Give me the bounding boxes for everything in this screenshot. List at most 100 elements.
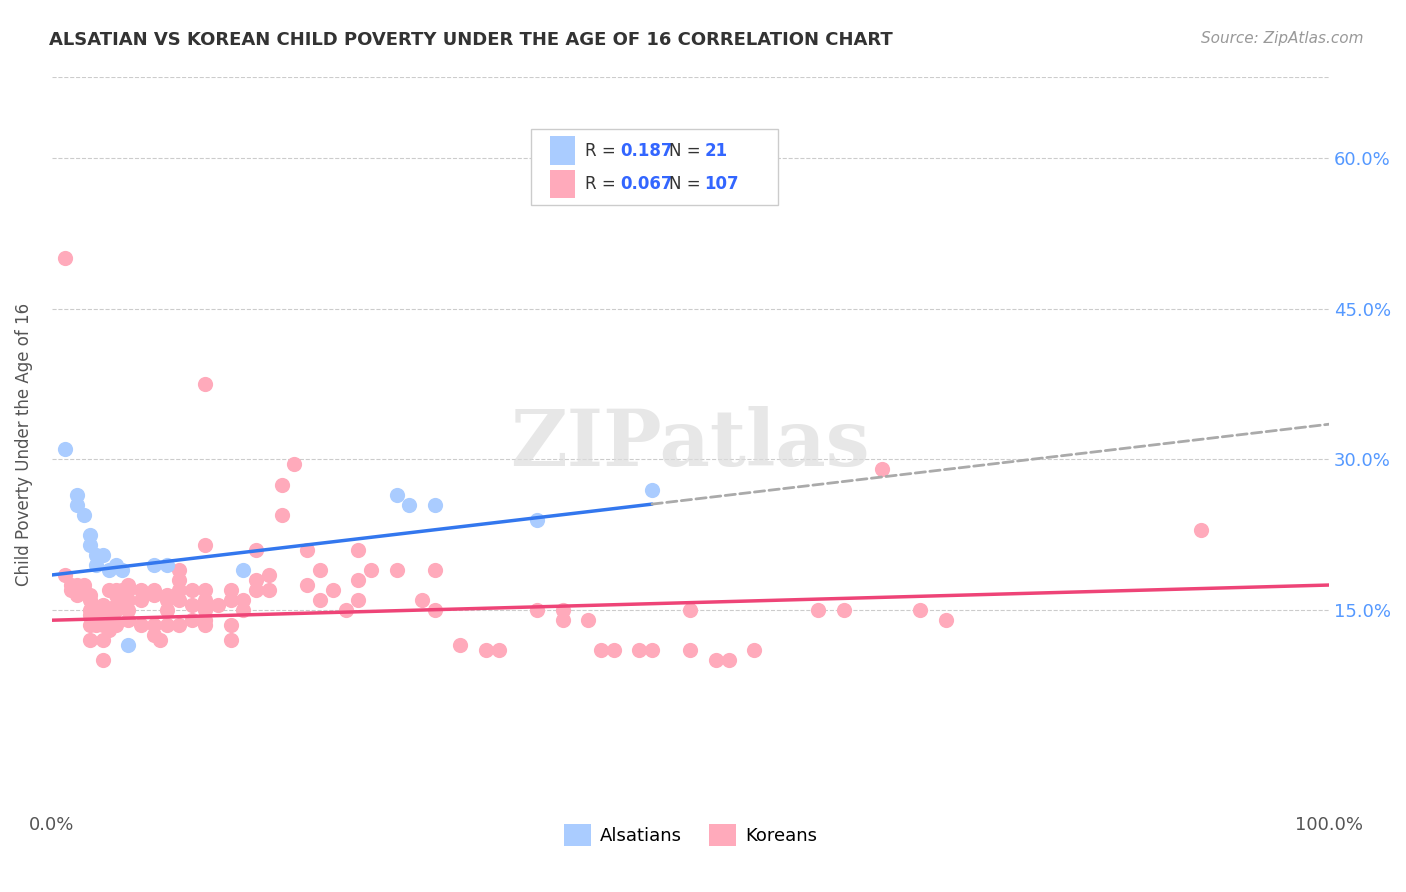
Point [589, 643, 612, 657]
Text: 107: 107 [704, 175, 740, 193]
Point [423, 603, 446, 617]
Point [360, 563, 382, 577]
Point [66, 498, 89, 512]
Text: Source: ZipAtlas.com: Source: ZipAtlas.com [1201, 31, 1364, 46]
Point [232, 593, 254, 607]
Point [832, 603, 855, 617]
Point [475, 643, 498, 657]
Point [219, 633, 242, 648]
Point [603, 643, 626, 657]
Point [66, 487, 89, 501]
Point [411, 593, 433, 607]
Point [86, 608, 108, 623]
Point [245, 583, 267, 598]
Point [86, 548, 108, 562]
Point [169, 593, 191, 607]
Point [551, 603, 574, 617]
Point [79, 633, 101, 648]
Point [59, 583, 82, 598]
Point [91, 548, 114, 562]
Point [245, 542, 267, 557]
Point [295, 542, 318, 557]
Point [423, 498, 446, 512]
Point [59, 578, 82, 592]
Point [704, 653, 727, 667]
Point [283, 458, 305, 472]
Point [488, 643, 510, 657]
Point [156, 558, 179, 572]
Point [117, 613, 139, 627]
Point [194, 593, 217, 607]
Point [309, 593, 332, 607]
Point [98, 563, 121, 577]
Text: N =: N = [669, 175, 706, 193]
Point [309, 563, 332, 577]
Point [91, 598, 114, 612]
Point [526, 603, 548, 617]
Point [628, 643, 651, 657]
Point [156, 588, 179, 602]
Point [335, 603, 357, 617]
Point [79, 593, 101, 607]
Legend: Alsatians, Koreans: Alsatians, Koreans [557, 817, 824, 854]
Point [169, 563, 191, 577]
Point [245, 573, 267, 587]
Point [53, 442, 76, 457]
Point [551, 613, 574, 627]
Point [181, 583, 204, 598]
Point [935, 613, 957, 627]
Point [53, 568, 76, 582]
Point [79, 608, 101, 623]
Point [807, 603, 830, 617]
Point [385, 487, 408, 501]
Point [111, 583, 134, 598]
Point [169, 618, 191, 632]
Point [111, 563, 134, 577]
Text: 21: 21 [704, 142, 727, 160]
Point [219, 618, 242, 632]
Point [142, 588, 165, 602]
Point [257, 568, 280, 582]
Point [347, 542, 370, 557]
Point [117, 593, 139, 607]
Point [679, 643, 702, 657]
Point [194, 583, 217, 598]
Point [79, 603, 101, 617]
Point [73, 578, 96, 592]
Point [79, 528, 101, 542]
Point [194, 538, 217, 552]
Point [86, 558, 108, 572]
Point [91, 633, 114, 648]
Point [142, 618, 165, 632]
Point [66, 588, 89, 602]
Text: ZIPatlas: ZIPatlas [510, 407, 870, 483]
Point [149, 633, 172, 648]
Point [194, 603, 217, 617]
Point [104, 603, 127, 617]
Y-axis label: Child Poverty Under the Age of 16: Child Poverty Under the Age of 16 [15, 302, 32, 586]
Point [169, 573, 191, 587]
Point [156, 603, 179, 617]
Point [870, 462, 893, 476]
Point [270, 508, 292, 522]
Text: ALSATIAN VS KOREAN CHILD POVERTY UNDER THE AGE OF 16 CORRELATION CHART: ALSATIAN VS KOREAN CHILD POVERTY UNDER T… [49, 31, 893, 49]
Point [207, 598, 229, 612]
Point [1189, 523, 1212, 537]
Point [742, 643, 765, 657]
Point [641, 643, 664, 657]
Point [232, 563, 254, 577]
Text: N =: N = [669, 142, 706, 160]
Point [104, 588, 127, 602]
Point [576, 613, 599, 627]
Point [98, 624, 121, 638]
Point [910, 603, 932, 617]
Point [79, 588, 101, 602]
Point [295, 578, 318, 592]
Point [129, 618, 152, 632]
Point [181, 598, 204, 612]
Text: 0.067: 0.067 [620, 175, 672, 193]
Point [53, 252, 76, 266]
Point [679, 603, 702, 617]
Point [117, 638, 139, 652]
Point [104, 583, 127, 598]
